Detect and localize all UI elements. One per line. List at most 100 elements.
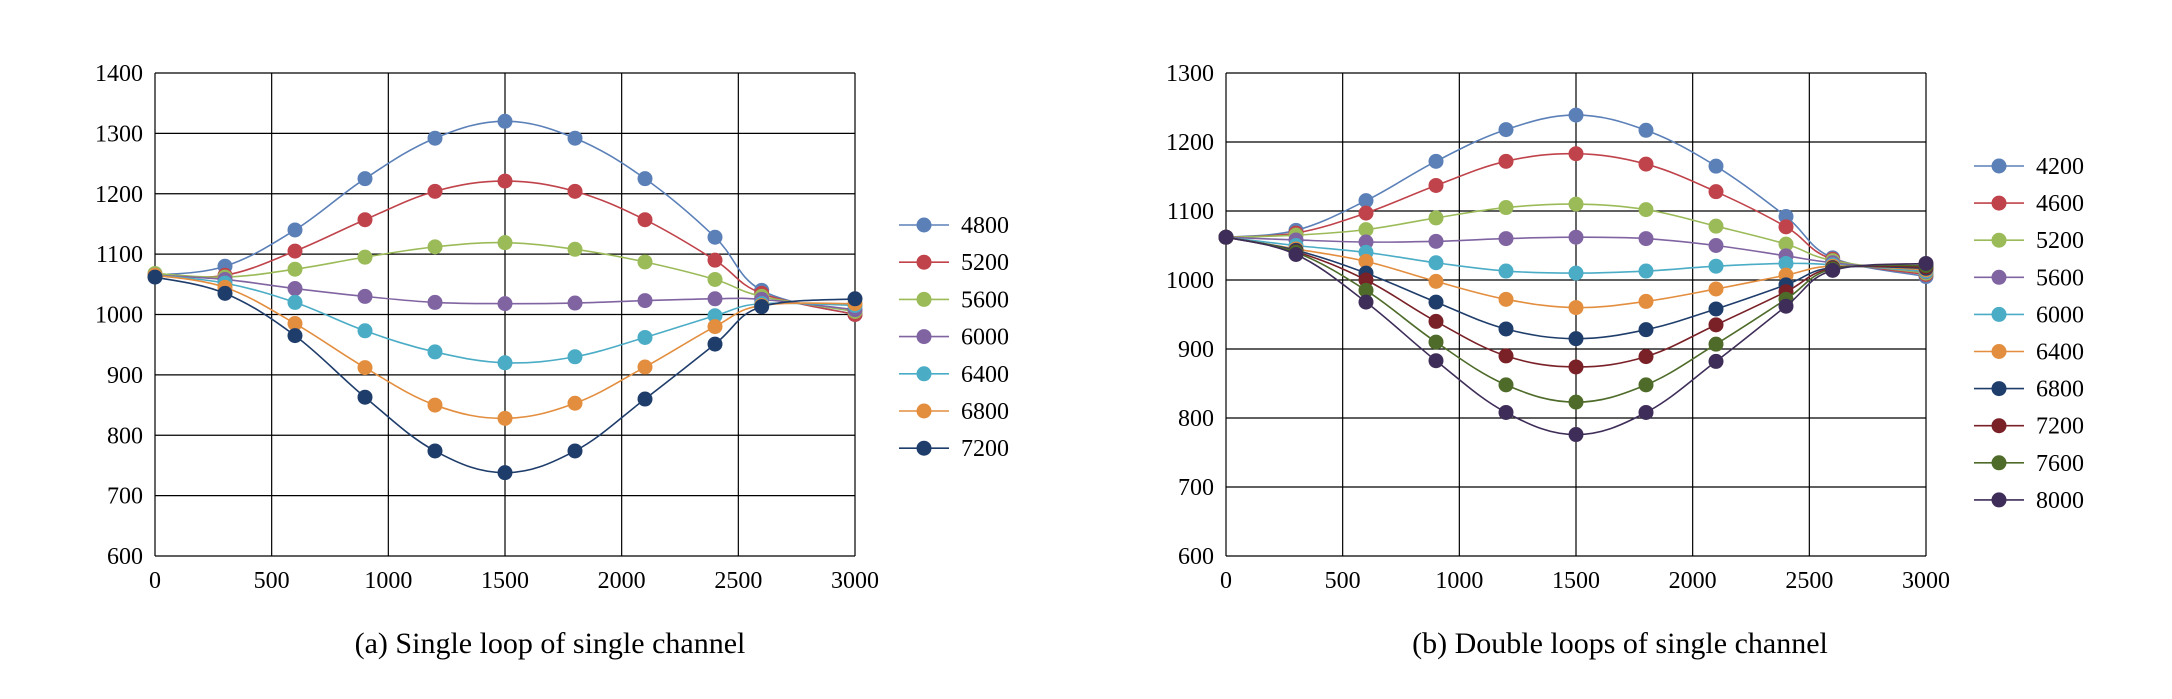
y-tick-label: 1100: [96, 242, 143, 268]
x-tick-label: 2500: [1785, 568, 1833, 594]
x-tick-label: 500: [254, 568, 290, 594]
data-point-5200: [1708, 218, 1724, 234]
data-point-7200: [357, 389, 373, 405]
data-point-6000: [287, 281, 303, 297]
y-tick-label: 800: [1178, 406, 1214, 432]
data-point-5600: [567, 241, 583, 257]
y-tick-label: 1200: [95, 182, 143, 208]
data-point-7600: [1428, 334, 1444, 350]
data-point-6000: [1778, 255, 1794, 271]
legend-marker: [1991, 344, 2007, 359]
data-point-5600: [1568, 229, 1584, 245]
legend-item-6000: 6000: [1974, 302, 2084, 328]
data-point-4600: [1568, 146, 1584, 162]
legend-marker: [916, 366, 932, 382]
legend-marker: [1991, 381, 2007, 397]
caption-single-loop: (a) Single loop of single channel: [355, 627, 746, 660]
legend-marker: [916, 403, 932, 419]
data-point-7200: [497, 465, 513, 481]
data-point-7200: [847, 291, 863, 307]
data-point-6800: [357, 360, 373, 376]
data-point-6800: [1708, 301, 1724, 317]
data-point-6400: [637, 329, 653, 345]
legend-marker: [1991, 195, 2007, 211]
data-point-6400: [707, 308, 723, 324]
data-point-4600: [1708, 184, 1724, 200]
legend-marker: [1991, 418, 2007, 434]
data-point-7600: [1498, 377, 1514, 393]
legend-marker: [1991, 306, 2007, 322]
data-point-5200: [497, 173, 513, 189]
legend-label: 5600: [2036, 265, 2084, 291]
x-tick-label: 2000: [1669, 568, 1717, 594]
data-point-6400: [567, 349, 583, 365]
data-point-5200: [1498, 200, 1514, 216]
y-tick-label: 600: [107, 544, 143, 570]
legend-label: 4600: [2036, 191, 2084, 217]
data-point-6800: [1428, 294, 1444, 310]
data-point-6000: [357, 288, 373, 304]
data-point-5200: [1568, 196, 1584, 212]
x-tick-label: 1000: [1435, 568, 1483, 594]
legend-marker: [916, 440, 932, 456]
legend-item-6800: 6800: [899, 399, 1009, 425]
legend-item-5600: 5600: [1974, 265, 2084, 291]
data-point-4600: [1358, 205, 1374, 221]
legend-marker: [1991, 492, 2007, 508]
data-point-5200: [707, 252, 723, 268]
data-point-5600: [637, 254, 653, 270]
y-tick-label: 1300: [1166, 61, 1214, 87]
legend-label: 6400: [2036, 340, 2084, 366]
data-point-5600: [1358, 234, 1374, 250]
data-point-8000: [1288, 246, 1304, 262]
data-point-6000: [1568, 265, 1584, 281]
data-point-5200: [567, 183, 583, 199]
data-point-7200: [1498, 348, 1514, 364]
data-point-7200: [637, 391, 653, 407]
data-point-4800: [707, 229, 723, 245]
data-point-6400: [1638, 293, 1654, 309]
legend-label: 6400: [961, 362, 1009, 388]
legend-label: 6800: [2036, 377, 2084, 403]
data-point-6000: [1708, 258, 1724, 274]
data-point-7600: [1568, 394, 1584, 410]
data-point-6000: [427, 294, 443, 310]
data-point-6800: [567, 395, 583, 411]
x-tick-label: 3000: [1902, 568, 1950, 594]
legend-label: 5200: [2036, 228, 2084, 254]
x-tick-label: 2500: [714, 568, 762, 594]
series-8000: [1218, 229, 1934, 443]
data-point-6000: [1638, 263, 1654, 279]
legend-item-7600: 7600: [1974, 451, 2084, 477]
data-point-5200: [1428, 210, 1444, 226]
legend-marker: [916, 217, 932, 233]
legend-marker: [1991, 158, 2007, 174]
data-point-6400: [427, 344, 443, 360]
legend: 4800 5200 5600 6000 6400 6800 7200: [899, 213, 1009, 462]
x-tick-label: 1500: [481, 568, 529, 594]
legend-label: 4200: [2036, 154, 2084, 180]
data-point-6800: [427, 397, 443, 413]
data-point-4200: [1638, 122, 1654, 138]
data-point-5600: [287, 261, 303, 277]
data-point-6800: [497, 410, 513, 426]
legend-marker: [1991, 269, 2007, 285]
data-point-4800: [497, 113, 513, 129]
data-point-8000: [1918, 255, 1934, 271]
data-point-5200: [427, 183, 443, 199]
legend: 4200 4600 5200 5600 6000 6400 6800 7200 7600 8000: [1974, 154, 2084, 514]
data-point-6000: [707, 291, 723, 307]
data-point-5200: [1358, 222, 1374, 238]
legend-item-4600: 4600: [1974, 191, 2084, 217]
data-point-4600: [1428, 177, 1444, 193]
data-point-5200: [357, 212, 373, 228]
legend-label: 5200: [961, 250, 1009, 276]
y-tick-label: 1300: [95, 121, 143, 147]
series-7200: [147, 269, 863, 481]
y-tick-label: 900: [1178, 337, 1214, 363]
legend-label: 7200: [961, 436, 1009, 462]
legend-label: 7600: [2036, 451, 2084, 477]
data-point-6000: [1428, 255, 1444, 271]
legend-item-4800: 4800: [899, 213, 1009, 239]
